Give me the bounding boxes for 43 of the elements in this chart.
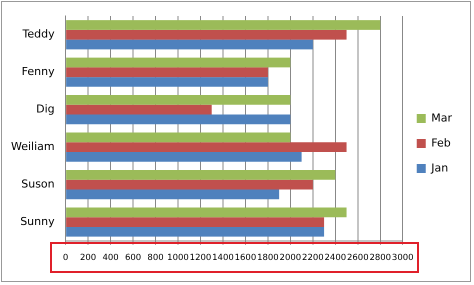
y-tick-label: Suson — [21, 177, 55, 190]
legend-label: Mar — [431, 111, 452, 124]
y-tick-label: Dig — [36, 102, 55, 116]
x-tick-label: 1200 — [190, 253, 212, 264]
bar — [66, 104, 212, 115]
x-tick-label: 2000 — [280, 253, 302, 264]
legend-label: Feb — [431, 136, 451, 150]
x-tick-label: 1000 — [167, 253, 189, 264]
bar — [66, 95, 290, 105]
bar — [66, 132, 290, 142]
bar — [66, 170, 336, 180]
bar — [66, 67, 268, 78]
x-tick-label: 1400 — [212, 253, 234, 264]
x-tick-label: 800 — [147, 253, 164, 264]
bar — [66, 226, 324, 237]
x-tick-label: 2800 — [369, 253, 392, 264]
x-tick-label: 200 — [80, 253, 96, 264]
x-tick-label: 0 — [62, 253, 68, 264]
x-tick-label: 3000 — [392, 253, 414, 264]
x-tick-label: 1600 — [234, 253, 256, 264]
x-tick-label: 400 — [102, 253, 119, 264]
x-tick-label: 2600 — [346, 253, 369, 264]
bar — [66, 207, 347, 218]
bar — [66, 40, 313, 50]
x-tick-label: 2200 — [302, 253, 324, 264]
bar — [66, 58, 290, 68]
bar — [66, 20, 380, 30]
bar — [66, 114, 290, 124]
bar — [66, 217, 324, 227]
y-tick-label: Teddy — [22, 28, 56, 41]
y-tick-label: Fenny — [22, 65, 56, 78]
x-tick-label: 2400 — [324, 253, 346, 264]
bar — [66, 180, 313, 190]
legend-label: Jan — [430, 161, 448, 174]
x-tick-label: 1800 — [257, 253, 279, 264]
bar — [66, 152, 302, 162]
bar — [66, 142, 347, 152]
bar — [66, 30, 347, 40]
y-tick-label: Sunny — [20, 214, 56, 228]
bar — [66, 77, 268, 87]
y-tick-label: Weiliam — [11, 140, 55, 153]
bar — [66, 189, 280, 200]
x-tick-label: 600 — [124, 253, 142, 264]
